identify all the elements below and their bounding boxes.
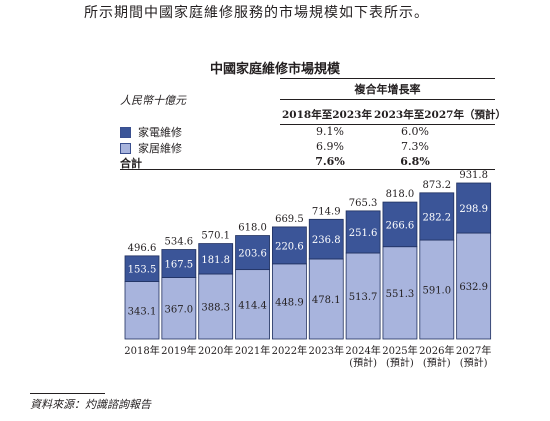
bar-home-6 — [345, 252, 381, 340]
bar-appliance-2 — [198, 243, 234, 275]
label-total-0: 496.6 — [128, 243, 157, 254]
xtick-6: 2024年 — [345, 344, 380, 357]
xtick-7: 2025年 — [382, 344, 417, 357]
bar-home-1 — [161, 277, 197, 340]
label-total-1: 534.6 — [165, 237, 194, 248]
bar-appliance-0 — [124, 255, 160, 282]
label-total-6: 765.3 — [349, 198, 378, 209]
table-bottom-rule — [120, 169, 495, 170]
label-total-8: 873.2 — [422, 180, 451, 191]
label-home-4: 448.9 — [275, 297, 304, 308]
label-appliance-9: 298.9 — [459, 204, 488, 215]
xtick-9: 2027年 — [456, 344, 491, 357]
bar-home-3 — [235, 269, 270, 340]
bar-home-9 — [456, 232, 492, 340]
label-home-3: 414.4 — [238, 300, 267, 311]
xtick-1: 2019年 — [161, 344, 196, 357]
label-home-9: 632.9 — [459, 282, 488, 293]
cagr-col-2023-2027: 2023年至2027年（預計） — [374, 109, 506, 121]
cagr-col-2018-2023: 2018年至2023年 — [282, 109, 372, 121]
legend-swatch-appliance — [120, 126, 131, 138]
label-home-8: 591.0 — [422, 286, 451, 297]
intro-text: 所示期間中國家庭維修服務的市場規模如下表所示。 — [84, 5, 429, 21]
bar-appliance-7 — [382, 201, 418, 248]
label-total-2: 570.1 — [201, 231, 230, 242]
legend-appliance: 家電維修 — [120, 124, 182, 140]
bar-appliance-4 — [271, 226, 307, 265]
label-home-5: 478.1 — [312, 295, 341, 306]
cagr-appliance-2018-2023: 9.1% — [316, 125, 344, 138]
cagr-home-2023-2027: 7.3% — [401, 140, 429, 153]
bar-appliance-5 — [308, 218, 344, 260]
xtick-8-sub: (預計) — [423, 356, 451, 369]
cagr-total-2023-2027: 6.8% — [400, 155, 430, 168]
legend-label-appliance: 家電維修 — [138, 126, 182, 139]
legend-swatch-home — [120, 142, 131, 154]
chart-title: 中國家庭維修市場規模 — [209, 62, 340, 77]
xtick-0: 2018年 — [124, 344, 159, 357]
label-total-5: 714.9 — [312, 206, 341, 217]
label-appliance-2: 181.8 — [201, 255, 230, 266]
xtick-7-sub: (預計) — [386, 356, 414, 369]
legend-label-home: 家居維修 — [138, 142, 182, 155]
xtick-4: 2022年 — [272, 344, 307, 357]
label-total-3: 618.0 — [238, 223, 267, 234]
cagr-bottom-rule — [280, 124, 495, 125]
bar-appliance-8 — [419, 192, 455, 241]
legend-total: 合計 — [120, 155, 142, 171]
xtick-2: 2020年 — [198, 344, 233, 357]
cagr-header: 複合年增長率 — [354, 83, 421, 96]
label-appliance-4: 220.6 — [275, 241, 304, 252]
label-appliance-3: 203.6 — [238, 249, 267, 260]
xtick-5: 2023年 — [309, 344, 344, 357]
label-appliance-0: 153.5 — [128, 265, 157, 276]
bar-appliance-3 — [235, 235, 270, 271]
cagr-appliance-2023-2027: 6.0% — [401, 125, 429, 138]
legend-label-total: 合計 — [120, 157, 142, 170]
label-total-4: 669.5 — [275, 214, 304, 225]
label-home-2: 388.3 — [201, 302, 230, 313]
label-appliance-1: 167.5 — [165, 260, 194, 271]
label-appliance-6: 251.6 — [349, 228, 378, 239]
bar-home-7 — [382, 246, 418, 340]
xtick-8: 2026年 — [419, 344, 454, 357]
unit-label: 人民幣十億元 — [120, 94, 186, 107]
label-appliance-8: 282.2 — [422, 212, 451, 223]
label-home-1: 367.0 — [165, 304, 194, 315]
bar-appliance-1 — [161, 249, 197, 278]
bar-home-2 — [198, 273, 234, 340]
xtick-6-sub: (預計) — [349, 356, 377, 369]
label-home-7: 551.3 — [386, 289, 415, 300]
xtick-9-sub: (預計) — [460, 356, 488, 369]
xtick-3: 2021年 — [235, 344, 270, 357]
label-appliance-5: 236.8 — [312, 235, 341, 246]
cagr-total-2018-2023: 7.6% — [315, 155, 345, 168]
label-total-7: 818.0 — [386, 189, 415, 200]
cagr-top-rule — [280, 78, 495, 79]
cagr-mid-rule — [280, 99, 495, 100]
cagr-home-2018-2023: 6.9% — [316, 140, 344, 153]
label-home-6: 513.7 — [349, 292, 378, 303]
bar-appliance-9 — [456, 182, 492, 234]
label-appliance-7: 266.6 — [386, 220, 415, 231]
source-note: 資料來源：灼識諮詢報告 — [30, 398, 151, 411]
label-home-0: 343.1 — [128, 306, 157, 317]
bar-appliance-6 — [345, 210, 381, 254]
legend-home: 家居維修 — [120, 140, 182, 156]
source-rule — [30, 393, 105, 394]
label-total-9: 931.8 — [459, 170, 488, 181]
